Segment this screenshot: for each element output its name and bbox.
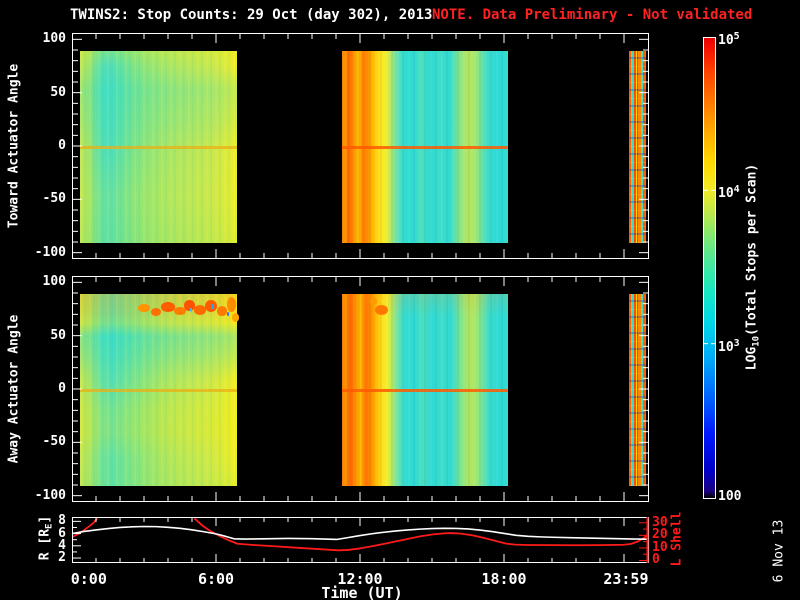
heatmap-blob (226, 297, 237, 313)
heatmap-blob (211, 304, 214, 310)
lshell-line (193, 518, 648, 552)
zero-angle-line (342, 146, 509, 149)
colorbar-tick-label: 100 (718, 489, 741, 505)
heatmap-blob (150, 307, 162, 317)
radius-line (73, 525, 648, 541)
colorbar-title-sub: 10 (751, 335, 762, 347)
zero-angle-line (79, 389, 237, 392)
colorbar-tick-exp: 5 (733, 31, 740, 42)
r-tick-label: 4 (58, 537, 66, 553)
colorbar-tick-exp: 4 (733, 184, 740, 196)
heatmap-blob (194, 305, 207, 315)
heatmap-blob (231, 313, 239, 322)
angle-tick-label: -100 (34, 244, 66, 260)
r-tick-label: 8 (58, 513, 66, 529)
time-axis-title: Time (UT) (321, 584, 403, 600)
colorbar-title-close: (Total Stops per Scan) (744, 163, 760, 336)
zero-angle-line (342, 389, 509, 392)
heatmap-block (628, 51, 647, 243)
colorbar-title-text: LOG (744, 346, 760, 371)
heatmap-blob (369, 298, 377, 305)
r-tick-label: 2 (58, 550, 66, 566)
figure-title: TWINS2: Stop Counts: 29 Oct (day 302), 2… (70, 7, 433, 23)
heatmap-blob (138, 303, 150, 313)
lshell-tick-label: 20 (652, 527, 668, 543)
angle-tick-label: 0 (58, 138, 66, 153)
angle-tick-label: -100 (34, 487, 66, 503)
preliminary-note: NOTE. Data Preliminary - Not validated (432, 7, 753, 23)
heatmap-blob (161, 302, 175, 312)
colorbar-title: LOG10(Total Stops per Scan) (745, 164, 762, 371)
time-tick-label: 18:00 (481, 570, 527, 588)
colorbar-tick-base: 10 (718, 33, 734, 48)
colorbar-tick-base: 10 (718, 339, 734, 355)
lshell-tick-label: 30 (652, 514, 668, 530)
colorbar-tick-base: 10 (718, 186, 734, 202)
ephemeris-panel (72, 517, 649, 563)
heatmap-blob (174, 306, 186, 316)
time-tick-label: 12:00 (337, 570, 383, 588)
zero-angle-line (79, 146, 237, 149)
toward-spectrogram-panel (72, 33, 649, 259)
time-tick-label: 23:59 (603, 570, 649, 588)
angle-tick-label: 50 (50, 84, 66, 100)
time-tick-label: 0:00 (70, 570, 107, 588)
r-tick-label: 6 (58, 525, 66, 541)
heatmap-blob (189, 307, 192, 313)
angle-tick-label: 50 (50, 327, 66, 343)
lshell-line (73, 518, 98, 538)
angle-tick-label: 100 (42, 31, 66, 47)
colorbar-tick-label: 105 (718, 29, 740, 48)
heatmap-blob (227, 312, 229, 317)
away-axis-title: Away Actuator Angle (6, 314, 22, 464)
heatmap-block (628, 294, 647, 486)
ephemeris-lines (73, 518, 648, 552)
colorbar-tick-label: 104 (718, 182, 740, 202)
heatmap-blob (375, 304, 389, 316)
angle-tick-label: -50 (42, 191, 66, 207)
colorbar-tick-base: 100 (718, 489, 742, 504)
angle-tick-label: -50 (42, 434, 66, 450)
away-spectrogram-panel (72, 276, 649, 502)
colorbar-tick-label: 103 (718, 336, 740, 355)
angle-tick-label: 100 (42, 274, 66, 290)
lshell-tick-label: 10 (652, 539, 668, 555)
colorbar-tick-exp: 3 (733, 337, 740, 349)
toward-axis-title: Toward Actuator Angle (6, 63, 22, 229)
angle-tick-label: 0 (58, 381, 66, 396)
heatmap-blob (216, 306, 228, 316)
date-stamp: 6 Nov 13 (771, 519, 787, 583)
heatmap-blob (184, 300, 195, 312)
lshell-tick-label: 0 (652, 552, 660, 568)
time-tick-label: 6:00 (197, 570, 235, 588)
colorbar (703, 37, 716, 499)
